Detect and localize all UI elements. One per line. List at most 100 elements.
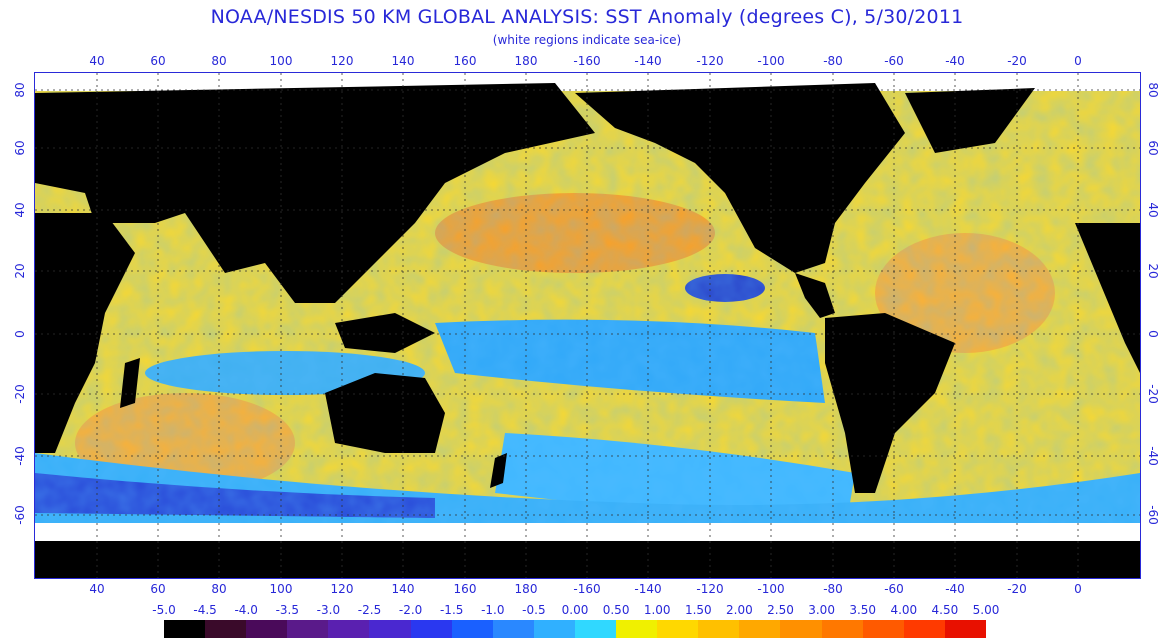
latitude-axis-right: 80 60 40 20 0 -20 -40 -60 [1143,0,1163,640]
latitude-axis-left: 80 60 40 20 0 -20 -40 -60 [10,0,30,640]
colorbar-swatch [780,620,822,638]
colorbar-label: -3.5 [275,603,300,617]
land-australia [325,373,445,453]
longitude-label: -80 [823,54,843,68]
colorbar [164,620,986,638]
colorbar-label: 0.50 [602,603,630,617]
latitude-label: -60 [13,505,27,525]
longitude-label: 40 [89,582,105,596]
land-north-america [575,83,905,273]
longitude-label: -120 [696,582,724,596]
colorbar-label: 4.00 [890,603,918,617]
longitude-label: 180 [514,582,538,596]
map-subtitle: (white regions indicate sea-ice) [492,33,682,47]
land-madagascar [120,358,140,408]
colorbar-label: 1.00 [643,603,671,617]
longitude-label: -20 [1007,54,1027,68]
land-antarctica [35,541,1140,578]
latitude-label: 40 [13,202,27,218]
colorbar-label: 3.00 [808,603,835,617]
latitude-label: 60 [1146,140,1160,156]
longitude-label: 120 [330,54,354,68]
colorbar-swatch [821,620,863,638]
colorbar-swatch [205,620,247,638]
longitude-label: 100 [269,54,293,68]
longitude-label: -100 [757,582,785,596]
colorbar-swatch [944,620,986,638]
sea-ice-arctic [35,73,1140,91]
land-maritime-continent [335,313,435,353]
longitude-label: 40 [89,54,105,68]
colorbar-label: -4.0 [234,603,258,617]
colorbar-swatch [698,620,740,638]
colorbar-swatch [451,620,493,638]
colorbar-label: 2.50 [767,603,794,617]
longitude-label: -60 [884,54,904,68]
colorbar-label: -2.0 [398,603,423,617]
colorbar-label: 5.00 [972,603,1000,617]
colorbar-label: 1.50 [684,603,712,617]
latitude-label: -40 [13,446,27,466]
colorbar-swatch [369,620,411,638]
land-south-america [825,313,955,493]
map-title: NOAA/NESDIS 50 KM GLOBAL ANALYSIS: SST A… [210,6,964,28]
colorbar-swatch [739,620,781,638]
colorbar-label: -4.5 [193,603,217,617]
longitude-label: -40 [945,582,965,596]
colorbar-label: 0.00 [561,603,589,617]
colorbar-label: 3.50 [849,603,877,617]
colorbar-swatch [533,620,575,638]
colorbar-label: -2.5 [357,603,382,617]
longitude-label: 60 [150,54,166,68]
longitude-label: 60 [150,582,166,596]
longitude-label: 0 [1074,54,1082,68]
land-central-america [795,273,835,318]
colorbar-swatch [903,620,945,638]
longitude-label: -140 [634,582,662,596]
latitude-label: 20 [1146,263,1160,279]
colorbar-swatch [246,620,288,638]
graticule [35,73,1140,578]
latitude-label: 0 [13,330,27,338]
longitude-label: 0 [1074,582,1082,596]
longitude-label: 160 [453,582,477,596]
colorbar-swatch [574,620,617,638]
colorbar-swatch [657,620,699,638]
colorbar-label: 4.50 [931,603,959,617]
latitude-label: -60 [1146,505,1160,525]
longitude-label: 100 [269,582,293,596]
longitude-label: 180 [514,54,538,68]
colorbar-swatch [410,620,452,638]
colorbar-swatch [492,620,534,638]
land-greenland [905,88,1035,153]
colorbar-label: 2.00 [726,603,753,617]
longitude-label: 140 [391,54,415,68]
colorbar-label: -3.0 [316,603,341,617]
colorbar-swatch [287,620,329,638]
longitude-label: 160 [453,54,477,68]
colorbar-swatch [616,620,658,638]
latitude-label: 80 [1146,82,1160,98]
colorbar-label: -0.5 [522,603,546,617]
longitude-label: 120 [330,582,354,596]
longitude-label: -40 [945,54,965,68]
longitude-axis-bottom: 40 60 80 100 120 140 160 180 -160 -140 -120 -100 -80… [0,582,1174,598]
longitude-label: -160 [573,54,601,68]
map-canvas [35,73,1140,578]
latitude-label: 80 [13,82,27,98]
colorbar-swatch [328,620,370,638]
longitude-label: 80 [211,582,227,596]
land-africa-east [1075,223,1140,373]
land-eurasia [35,83,595,303]
latitude-label: 0 [1146,330,1160,338]
latitude-label: -20 [1146,384,1160,404]
colorbar-labels: -5.0 -4.5 -4.0 -3.5 -3.0 -2.5 -2.0 -1.5 -1.0 -0.5… [0,603,1174,619]
longitude-label: -160 [573,582,601,596]
colorbar-swatch [164,620,206,638]
latitude-label: 20 [13,263,27,279]
longitude-label: -20 [1007,582,1027,596]
colorbar-swatch [862,620,904,638]
colorbar-label: -1.0 [481,603,505,617]
longitude-label: -100 [757,54,785,68]
latitude-label: -40 [1146,446,1160,466]
